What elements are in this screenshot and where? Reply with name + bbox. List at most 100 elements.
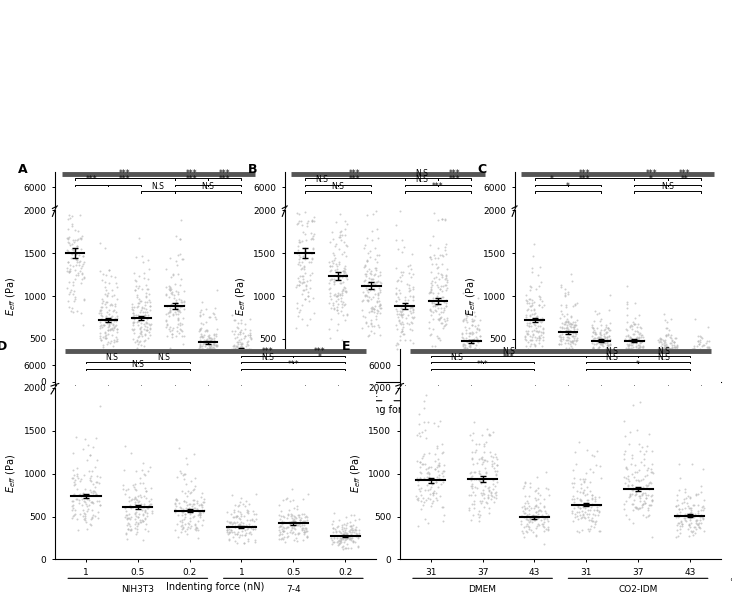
Point bbox=[587, 343, 599, 352]
Point bbox=[242, 364, 253, 374]
Point bbox=[473, 361, 485, 370]
Point bbox=[594, 336, 605, 345]
Point bbox=[339, 284, 351, 293]
Point bbox=[326, 336, 337, 345]
Point bbox=[227, 350, 239, 359]
Point bbox=[234, 343, 245, 352]
Point bbox=[531, 538, 543, 548]
Point bbox=[173, 287, 184, 297]
Point bbox=[467, 510, 479, 520]
Point bbox=[328, 538, 340, 547]
Point bbox=[554, 326, 566, 335]
Point bbox=[624, 439, 635, 449]
Point bbox=[468, 334, 480, 343]
Point bbox=[163, 282, 175, 291]
Point bbox=[184, 509, 195, 519]
Point bbox=[640, 518, 651, 527]
Point bbox=[67, 496, 78, 506]
Point bbox=[211, 314, 223, 324]
Point bbox=[340, 323, 352, 333]
Point bbox=[560, 361, 572, 370]
Point bbox=[601, 334, 613, 344]
Point bbox=[684, 522, 696, 532]
Point bbox=[567, 322, 578, 332]
Point bbox=[537, 333, 549, 342]
Point bbox=[288, 496, 299, 505]
Point bbox=[623, 340, 635, 350]
Point bbox=[241, 342, 253, 351]
Point bbox=[91, 478, 102, 487]
Point bbox=[594, 364, 605, 374]
Point bbox=[231, 511, 243, 521]
Point bbox=[490, 518, 501, 527]
Point bbox=[425, 252, 436, 262]
Point bbox=[566, 526, 578, 536]
Point bbox=[662, 358, 673, 368]
Point bbox=[682, 542, 694, 551]
Point bbox=[329, 289, 341, 299]
Point bbox=[232, 364, 244, 374]
Point bbox=[522, 345, 534, 354]
Point bbox=[127, 337, 138, 346]
Point bbox=[188, 449, 200, 459]
Point bbox=[413, 518, 425, 527]
Point bbox=[278, 558, 290, 567]
Point bbox=[206, 356, 217, 366]
Point bbox=[427, 518, 439, 527]
Point bbox=[245, 529, 257, 538]
Point bbox=[703, 384, 714, 394]
Point bbox=[111, 340, 123, 350]
Point bbox=[345, 565, 356, 575]
Point bbox=[122, 510, 133, 520]
Point bbox=[534, 345, 545, 354]
Point bbox=[281, 558, 293, 567]
Point bbox=[575, 526, 586, 536]
Point bbox=[341, 328, 353, 337]
Point bbox=[633, 342, 645, 352]
Point bbox=[141, 538, 152, 548]
Point bbox=[283, 509, 294, 519]
Point bbox=[395, 309, 407, 318]
Point bbox=[236, 352, 248, 362]
Point bbox=[143, 337, 154, 346]
Point bbox=[194, 349, 206, 358]
Point bbox=[364, 332, 376, 341]
Point bbox=[96, 294, 108, 304]
Point bbox=[467, 361, 479, 370]
Point bbox=[365, 304, 377, 313]
Point bbox=[342, 565, 354, 575]
Point bbox=[349, 515, 361, 525]
Point bbox=[425, 278, 437, 288]
Point bbox=[144, 301, 156, 311]
Text: N.S: N.S bbox=[450, 353, 463, 362]
Point bbox=[703, 358, 715, 368]
Point bbox=[111, 340, 122, 350]
Point bbox=[439, 518, 451, 527]
Point bbox=[578, 478, 590, 487]
Point bbox=[675, 542, 687, 551]
Point bbox=[181, 500, 193, 509]
Point bbox=[179, 488, 191, 498]
Point bbox=[197, 356, 209, 366]
Point bbox=[701, 352, 712, 361]
Point bbox=[634, 372, 646, 382]
Point bbox=[470, 332, 482, 342]
Point bbox=[700, 384, 712, 394]
Point bbox=[281, 532, 293, 542]
Point bbox=[296, 251, 308, 260]
Point bbox=[181, 542, 193, 551]
Point bbox=[575, 496, 586, 505]
Point bbox=[306, 334, 318, 344]
Point bbox=[296, 517, 307, 527]
Point bbox=[325, 303, 337, 313]
Point bbox=[660, 323, 672, 333]
Point bbox=[198, 494, 209, 504]
Point bbox=[94, 518, 106, 527]
Point bbox=[231, 352, 243, 362]
Point bbox=[436, 340, 447, 350]
Point bbox=[299, 516, 310, 526]
Text: N.S: N.S bbox=[661, 182, 674, 191]
Point bbox=[100, 340, 111, 350]
Point bbox=[111, 340, 122, 350]
Point bbox=[529, 239, 540, 249]
